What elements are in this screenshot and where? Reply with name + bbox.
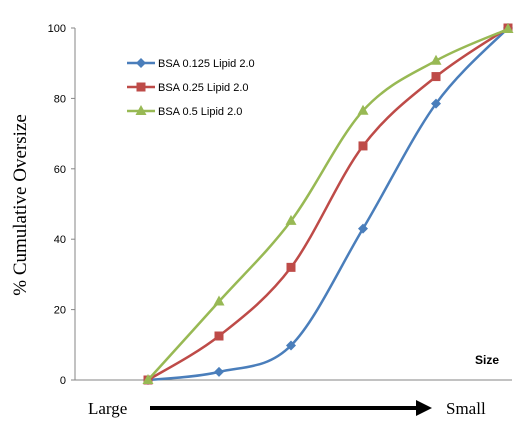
legend-marker — [136, 82, 146, 92]
y-tick-label: 0 — [60, 375, 66, 387]
y-ticks: 0 20 40 60 80 100 — [48, 23, 75, 387]
direction-end-label: Small — [446, 399, 486, 418]
x-axis-title: Size — [475, 353, 499, 367]
data-point — [214, 331, 224, 341]
y-tick-label: 40 — [54, 234, 66, 246]
data-point — [286, 340, 296, 351]
direction-start-label: Large — [88, 399, 127, 418]
data-point — [502, 23, 514, 34]
legend-label: BSA 0.125 Lipid 2.0 — [158, 58, 255, 70]
y-tick-label: 60 — [54, 164, 66, 176]
legend-marker — [135, 105, 147, 115]
data-point — [285, 214, 297, 225]
data-point — [214, 366, 224, 377]
data-point — [213, 295, 225, 306]
data-point — [357, 104, 369, 115]
data-point — [286, 262, 296, 272]
data-point — [358, 141, 368, 151]
y-tick-label: 20 — [54, 305, 66, 317]
data-point — [431, 98, 441, 109]
data-point — [142, 374, 154, 384]
series-layer — [142, 23, 514, 385]
legend-item: BSA 0.25 Lipid 2.0 — [127, 82, 249, 94]
legend-label: BSA 0.5 Lipid 2.0 — [158, 106, 242, 118]
direction-arrow-head — [416, 400, 432, 416]
direction-indicator: Large Small — [88, 399, 486, 418]
y-tick-label: 100 — [48, 23, 66, 35]
data-point — [430, 54, 442, 65]
y-tick-label: 80 — [54, 93, 66, 105]
legend-label: BSA 0.25 Lipid 2.0 — [158, 82, 249, 94]
y-axis-title: % Cumulative Oversize — [10, 114, 31, 296]
legend: BSA 0.125 Lipid 2.0 BSA 0.25 Lipid 2.0 BSA… — [127, 58, 255, 118]
legend-item: BSA 0.125 Lipid 2.0 — [127, 58, 255, 70]
series-3 — [142, 23, 514, 384]
legend-marker — [136, 58, 146, 68]
data-point — [358, 223, 368, 234]
legend-item: BSA 0.5 Lipid 2.0 — [127, 105, 242, 118]
data-point — [431, 72, 441, 82]
axes: 0 20 40 60 80 100 — [48, 23, 512, 387]
